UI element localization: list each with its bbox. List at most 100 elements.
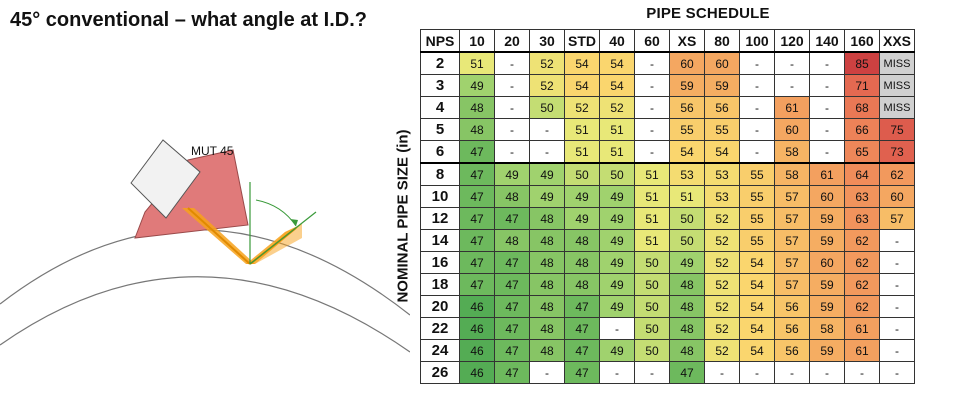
angle-cell: 47 — [494, 317, 530, 340]
angle-cell: 60 — [669, 51, 705, 75]
nps-header: NPS — [420, 29, 460, 53]
angle-cell: 49 — [529, 162, 565, 186]
angle-cell: 52 — [704, 251, 740, 274]
angle-cell: 52 — [704, 229, 740, 252]
angle-cell: 48 — [459, 118, 495, 141]
angle-cell: 50 — [599, 162, 635, 186]
angle-cell: MISS — [879, 96, 915, 119]
angle-cell: 46 — [459, 317, 495, 340]
angle-cell: 50 — [564, 162, 600, 186]
angle-cell: 48 — [669, 273, 705, 296]
angle-cell: 46 — [459, 295, 495, 318]
angle-cell: 56 — [704, 96, 740, 119]
angle-cell: - — [879, 229, 915, 252]
angle-cell: 57 — [774, 251, 810, 274]
angle-cell: - — [809, 361, 845, 384]
angle-cell: 57 — [774, 207, 810, 230]
angle-cell: - — [494, 118, 530, 141]
angle-cell: - — [809, 118, 845, 141]
angle-cell: - — [494, 74, 530, 97]
angle-cell: 56 — [774, 317, 810, 340]
angle-cell: 48 — [564, 229, 600, 252]
angle-cell: 52 — [599, 96, 635, 119]
angle-cell: 47 — [494, 361, 530, 384]
angle-cell: 47 — [564, 317, 600, 340]
angle-cell: 60 — [704, 51, 740, 75]
nps-cell: 4 — [420, 96, 460, 119]
schedule-column-header: XS — [669, 29, 705, 53]
angle-cell: 50 — [634, 251, 670, 274]
angle-cell: 56 — [669, 96, 705, 119]
nps-cell: 18 — [420, 273, 460, 296]
angle-cell: 57 — [774, 185, 810, 208]
table-row: 5 48- -51 51-55 55-60-66 75 — [420, 118, 915, 141]
slide-title: 45° conventional – what angle at I.D.? — [10, 9, 367, 31]
table-row: 4 48-50 52 52-56 56-61-68 MISS — [420, 96, 915, 119]
angle-cell: 59 — [809, 229, 845, 252]
nps-cell: 26 — [420, 361, 460, 384]
angle-cell: 49 — [599, 339, 635, 362]
angle-cell: 61 — [844, 317, 880, 340]
angle-cell: 52 — [704, 339, 740, 362]
table-row: 14 47 48 48 48 49 51 50 52 55 57 59 62- — [420, 229, 915, 252]
angle-cell: 60 — [809, 251, 845, 274]
table-row: 16 47 47 48 48 49 50 49 52 54 57 60 62- — [420, 251, 915, 274]
angle-cell: 47 — [459, 140, 495, 164]
angle-cell: 48 — [459, 96, 495, 119]
angle-cell: 48 — [494, 185, 530, 208]
angle-cell: 57 — [774, 229, 810, 252]
angle-cell: 49 — [599, 185, 635, 208]
angle-cell: 52 — [529, 74, 565, 97]
angle-cell: 52 — [704, 273, 740, 296]
angle-cell: - — [879, 273, 915, 296]
angle-cell: 49 — [599, 251, 635, 274]
table-row: 3 49-52 54 54-59 59- - -71 MISS — [420, 74, 915, 97]
angle-cell: 54 — [669, 140, 705, 164]
probe-wedge — [134, 149, 249, 239]
angle-cell: 48 — [529, 229, 565, 252]
angle-cell: MISS — [879, 51, 915, 75]
angle-cell: 48 — [529, 273, 565, 296]
angle-cell: 48 — [494, 229, 530, 252]
angle-cell: 52 — [529, 51, 565, 75]
angle-cell: 53 — [704, 162, 740, 186]
table-row: 12 47 47 48 49 49 51 50 52 55 57 59 63 57 — [420, 207, 915, 230]
schedule-header-row: NPS 10 20 30 STD 40 60 XS 80 100 120 140 160 XXS — [420, 29, 915, 53]
angle-cell: 48 — [529, 295, 565, 318]
angle-cell: 56 — [774, 339, 810, 362]
angle-cell: 62 — [844, 251, 880, 274]
angle-cell: 62 — [844, 295, 880, 318]
angle-cell: 47 — [494, 295, 530, 318]
angle-cell: 61 — [774, 96, 810, 119]
angle-cell: 54 — [599, 51, 635, 75]
angle-cell: - — [529, 118, 565, 141]
angle-cell: 49 — [669, 251, 705, 274]
angle-cell: 55 — [739, 185, 775, 208]
angle-cell: 51 — [669, 185, 705, 208]
angle-cell: 55 — [739, 207, 775, 230]
nps-cell: 5 — [420, 118, 460, 141]
angle-cell: 48 — [669, 295, 705, 318]
angle-cell: 51 — [634, 162, 670, 186]
angle-cell: 50 — [634, 273, 670, 296]
nps-cell: 22 — [420, 317, 460, 340]
angle-cell: - — [739, 361, 775, 384]
angle-cell: 51 — [599, 118, 635, 141]
angle-cell: - — [634, 118, 670, 141]
schedule-column-header: 60 — [634, 29, 670, 53]
angle-cell: 58 — [809, 317, 845, 340]
angle-cell: 55 — [669, 118, 705, 141]
angle-cell: 47 — [459, 251, 495, 274]
angle-cell: - — [809, 74, 845, 97]
angle-cell: 59 — [809, 339, 845, 362]
angle-cell: 62 — [844, 273, 880, 296]
angle-cell: 51 — [459, 51, 495, 75]
angle-cell: - — [879, 317, 915, 340]
angle-cell: - — [634, 51, 670, 75]
angle-cell: 48 — [529, 251, 565, 274]
angle-cell: 65 — [844, 140, 880, 164]
angle-cell: - — [529, 361, 565, 384]
angle-cell: 50 — [634, 339, 670, 362]
angle-cell: - — [739, 74, 775, 97]
nps-cell: 2 — [420, 51, 460, 75]
